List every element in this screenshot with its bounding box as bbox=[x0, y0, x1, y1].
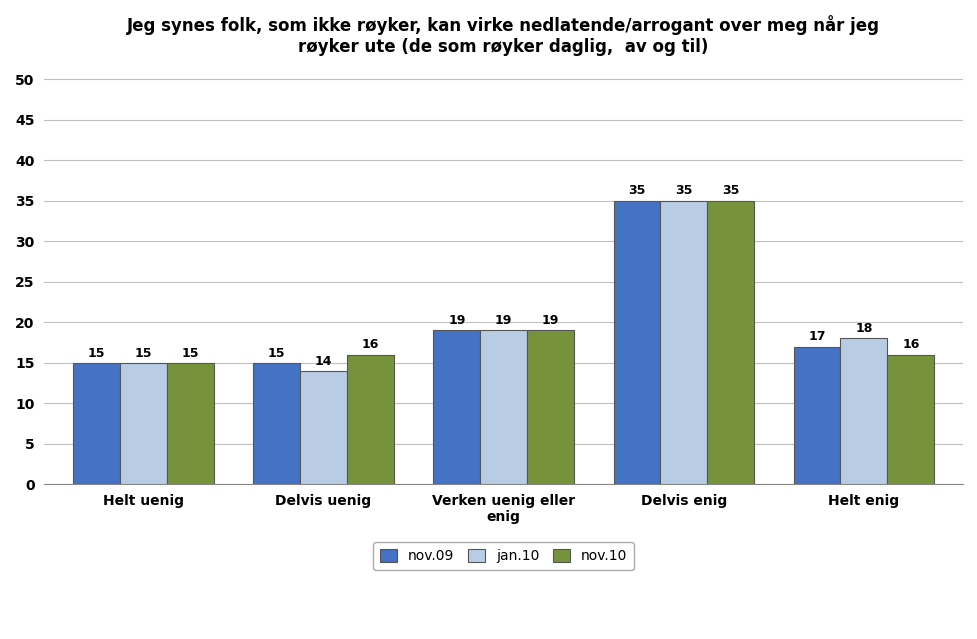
Bar bbox=[527, 330, 573, 484]
Title: Jeg synes folk, som ikke røyker, kan virke nedlatende/arrogant over meg når jeg
: Jeg synes folk, som ikke røyker, kan vir… bbox=[127, 15, 879, 56]
Bar bbox=[613, 201, 659, 484]
Text: 15: 15 bbox=[268, 346, 285, 360]
Bar bbox=[347, 355, 394, 484]
Bar bbox=[166, 363, 213, 484]
Text: 15: 15 bbox=[181, 346, 198, 360]
Bar bbox=[706, 201, 753, 484]
Text: 14: 14 bbox=[315, 355, 332, 367]
Text: 19: 19 bbox=[447, 314, 465, 327]
Bar bbox=[433, 330, 480, 484]
Text: 35: 35 bbox=[627, 185, 645, 197]
Bar bbox=[659, 201, 706, 484]
Bar bbox=[73, 363, 120, 484]
Text: 35: 35 bbox=[674, 185, 692, 197]
Text: 17: 17 bbox=[808, 330, 825, 343]
Text: 15: 15 bbox=[135, 346, 151, 360]
Bar bbox=[253, 363, 300, 484]
Text: 19: 19 bbox=[494, 314, 512, 327]
Bar bbox=[480, 330, 527, 484]
Bar bbox=[839, 339, 886, 484]
Bar bbox=[793, 346, 839, 484]
Text: 19: 19 bbox=[541, 314, 559, 327]
Legend: nov.09, jan.10, nov.10: nov.09, jan.10, nov.10 bbox=[372, 543, 633, 570]
Text: 16: 16 bbox=[361, 339, 379, 351]
Text: 16: 16 bbox=[901, 339, 918, 351]
Text: 35: 35 bbox=[721, 185, 739, 197]
Text: 18: 18 bbox=[854, 322, 871, 335]
Bar bbox=[300, 371, 347, 484]
Bar bbox=[886, 355, 933, 484]
Bar bbox=[120, 363, 166, 484]
Text: 15: 15 bbox=[88, 346, 106, 360]
